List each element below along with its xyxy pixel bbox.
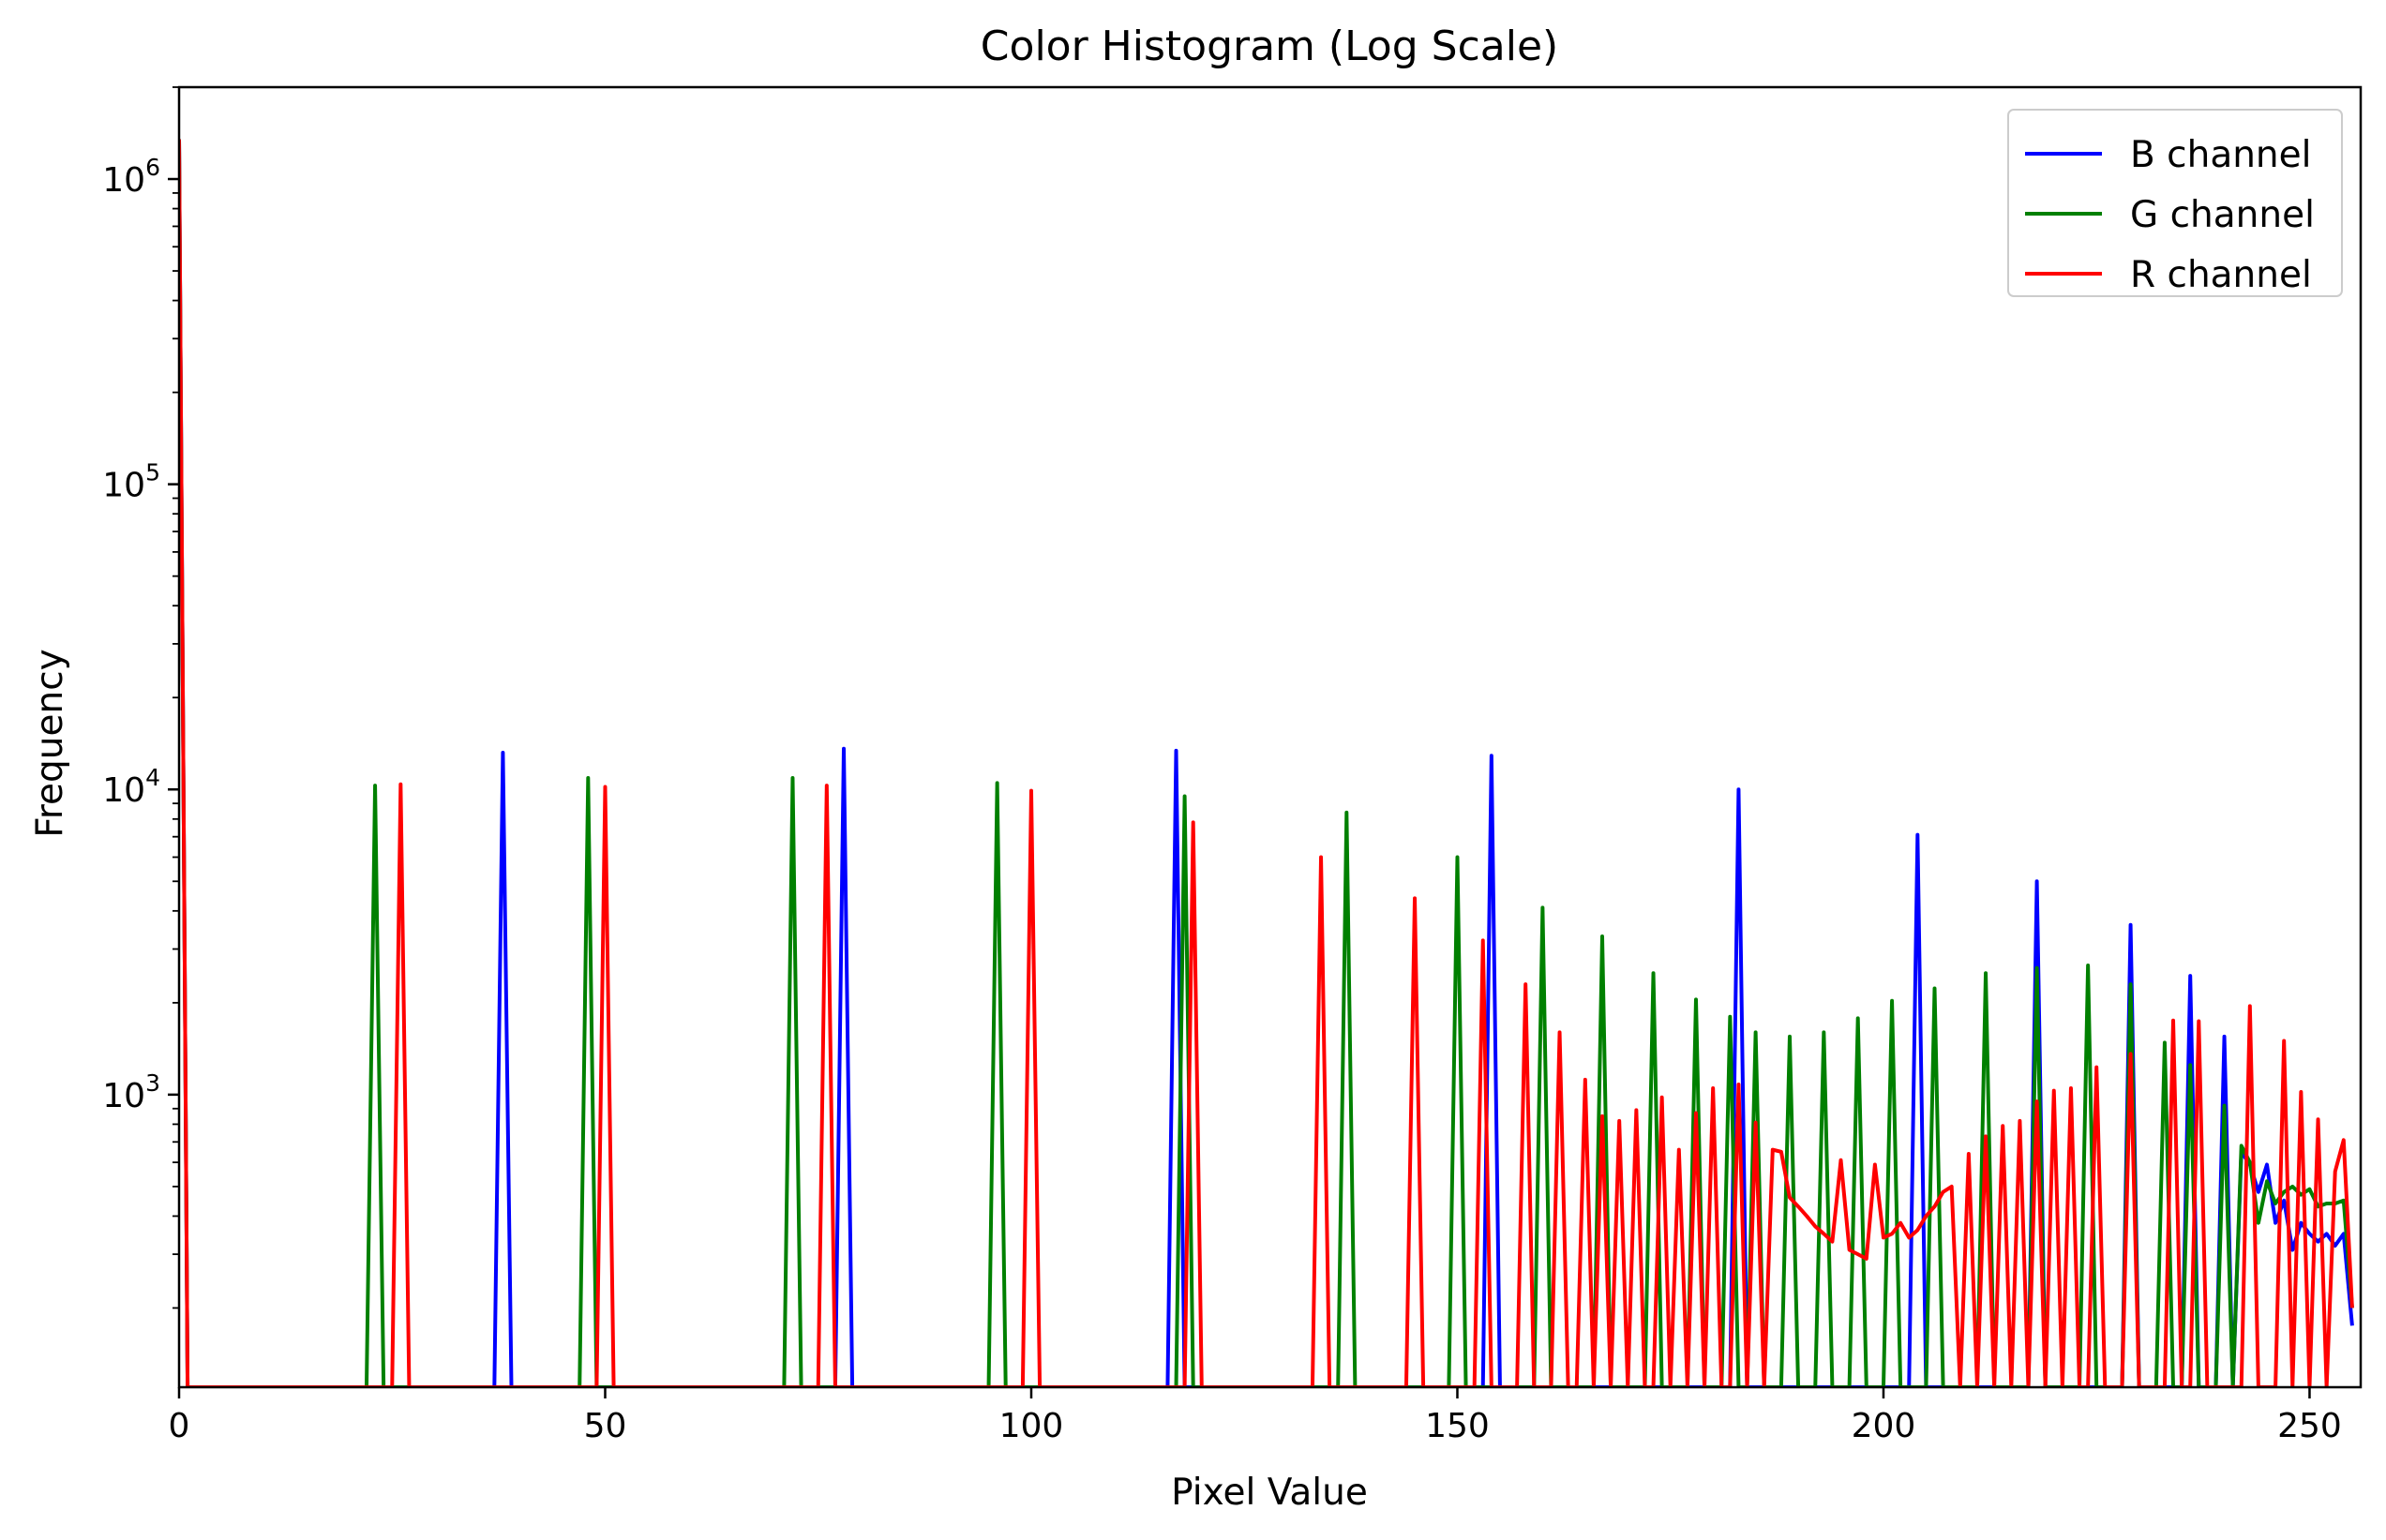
axes: 0 50 100 150 200 250 103 104 105 106 bbox=[102, 85, 2363, 1445]
x-tick-label: 250 bbox=[2277, 1407, 2342, 1445]
x-tick-label: 100 bbox=[999, 1407, 1064, 1445]
y-axis-label: Frequency bbox=[29, 649, 71, 837]
x-tick-label: 150 bbox=[1425, 1407, 1490, 1445]
y-tick-label: 105 bbox=[102, 459, 160, 505]
x-tick-label: 200 bbox=[1852, 1407, 1916, 1445]
legend-label: B channel bbox=[2130, 134, 2311, 176]
x-tick-label: 0 bbox=[169, 1407, 190, 1445]
legend-label: R channel bbox=[2130, 254, 2312, 296]
x-axis-label: Pixel Value bbox=[1171, 1472, 1368, 1514]
axes-frame bbox=[177, 85, 2363, 1389]
series-group bbox=[179, 139, 2354, 1387]
y-tick-label: 104 bbox=[102, 764, 160, 810]
y-tick-label: 103 bbox=[102, 1069, 160, 1115]
y-tick-label: 106 bbox=[102, 154, 160, 200]
plot-area bbox=[179, 139, 2354, 1387]
legend: B channel G channel R channel bbox=[2007, 109, 2343, 297]
series-line-r-channel bbox=[179, 139, 2354, 1387]
legend-label: G channel bbox=[2130, 194, 2315, 236]
x-tick-label: 50 bbox=[584, 1407, 627, 1445]
chart-title: Color Histogram (Log Scale) bbox=[981, 22, 1558, 70]
legend-box bbox=[2007, 109, 2343, 297]
series-line-g-channel bbox=[179, 139, 2354, 1387]
